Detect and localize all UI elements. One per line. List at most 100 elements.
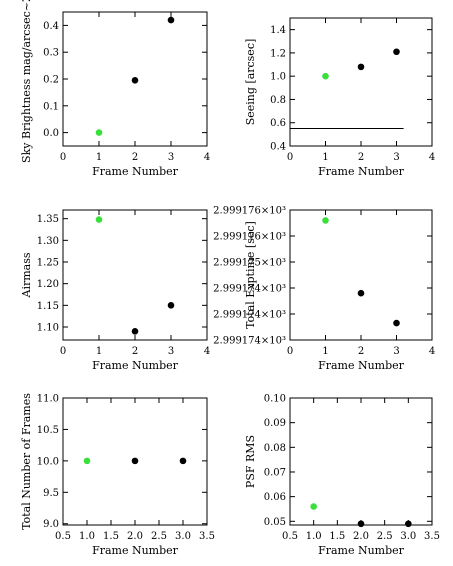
y-tick-label: 0.6 — [270, 118, 286, 129]
x-tick-label: 1.0 — [79, 531, 95, 542]
plot-frame — [289, 17, 433, 147]
data-point — [167, 302, 175, 309]
y-tick-label: 2.999174×10³ — [213, 336, 286, 347]
chart-panel-3: 0 1 2 3 4 1.10 1.15 1.20 1.25 1.30 1.35 Frame Numbe… — [20, 209, 210, 372]
y-tick-label: 1.4 — [270, 25, 286, 36]
y-tick-label: 1.0 — [270, 72, 286, 83]
y-tick-label: 0.09 — [264, 418, 286, 429]
y-tick-label: 0.3 — [43, 48, 59, 59]
x-axis-label: Frame Number — [318, 165, 405, 178]
y-tick-label: 2.999176×10³ — [213, 206, 286, 217]
y-axis-label: Seeing [arcsec] — [244, 39, 257, 126]
x-axis-label: Frame Number — [92, 165, 179, 178]
plot-frame — [289, 209, 433, 341]
x-tick-label: 4 — [429, 152, 435, 163]
y-tick-label: 11.0 — [37, 394, 59, 405]
x-tick-label: 1.0 — [306, 531, 322, 542]
x-axis-label: Frame Number — [318, 359, 405, 372]
data-point — [393, 319, 400, 327]
x-tick-label: 2.0 — [127, 531, 143, 542]
y-axis-label: Total Exptime [sec] — [244, 221, 257, 329]
x-tick-label: 1.5 — [103, 531, 119, 542]
y-tick-label: 10.5 — [37, 425, 59, 436]
x-axis-label: Frame Number — [92, 544, 179, 557]
data-point — [131, 328, 139, 335]
x-tick-label: 1.5 — [329, 531, 345, 542]
x-tick-label: 4 — [204, 152, 210, 163]
y-tick-label: 0.2 — [43, 75, 59, 86]
y-tick-label: 0.08 — [264, 443, 286, 454]
data-point — [357, 289, 365, 297]
x-tick-label: 2 — [132, 346, 138, 357]
x-tick-label: 0 — [287, 152, 293, 163]
x-tick-label: 1 — [96, 346, 102, 357]
y-tick-label: 2.999174×10³ — [213, 310, 286, 321]
data-point — [405, 520, 412, 528]
x-tick-label: 3 — [393, 152, 399, 163]
y-tick-label: 9.0 — [43, 519, 59, 530]
chart-panel-5: 0.5 1.0 1.5 2.0 2.5 3.0 3.5 9.0 9.5 10.0 10.5 11.0 F… — [20, 393, 215, 557]
x-tick-label: 0.5 — [282, 531, 298, 542]
x-tick-label: 1 — [322, 346, 328, 357]
y-axis-label: Total Number of Frames — [20, 393, 33, 530]
y-tick-label: 1.25 — [37, 258, 59, 269]
data-point — [95, 216, 103, 223]
x-tick-label: 3 — [168, 152, 174, 163]
y-tick-label: 0.07 — [264, 467, 286, 478]
y-tick-label: 0.8 — [270, 95, 286, 106]
y-tick-label: 2.999175×10³ — [213, 258, 286, 269]
x-tick-label: 0 — [287, 346, 293, 357]
x-tick-label: 2.0 — [353, 531, 369, 542]
x-tick-label: 2 — [358, 346, 364, 357]
y-tick-label: 1.30 — [37, 236, 59, 247]
x-axis-label: Frame Number — [318, 544, 405, 557]
data-point — [131, 457, 139, 465]
x-tick-label: 3.0 — [400, 531, 416, 542]
x-tick-label: 3.0 — [175, 531, 191, 542]
x-tick-label: 2 — [132, 152, 138, 163]
x-tick-label: 4 — [204, 346, 210, 357]
y-axis-label: Airmass — [20, 252, 33, 298]
x-tick-label: 1 — [96, 152, 102, 163]
data-point — [310, 503, 317, 510]
y-tick-label: 2.999174×10³ — [213, 284, 286, 295]
data-point — [322, 72, 329, 80]
y-tick-label: 1.15 — [37, 301, 59, 312]
y-tick-label: 0.4 — [43, 21, 59, 32]
x-tick-label: 2.5 — [377, 531, 393, 542]
y-tick-label: 0.4 — [270, 142, 286, 153]
y-tick-label: 0.05 — [264, 517, 286, 528]
x-tick-label: 3.5 — [199, 531, 215, 542]
data-point — [95, 129, 103, 136]
data-point — [322, 217, 329, 224]
chart-panel-1: 0 1 2 3 4 0.0 0.1 0.2 0.3 0.4 Frame Number Sky Brig… — [20, 0, 210, 178]
y-axis-label: Sky Brightness mag/arcsec~2 — [20, 0, 33, 163]
x-tick-label: 4 — [429, 346, 435, 357]
data-point — [131, 77, 139, 84]
x-tick-label: 2.5 — [151, 531, 167, 542]
y-tick-label: 1.2 — [270, 48, 286, 59]
x-tick-label: 0 — [60, 346, 66, 357]
x-tick-label: 0 — [60, 152, 66, 163]
x-tick-label: 2 — [358, 152, 364, 163]
y-tick-label: 0.10 — [264, 394, 286, 405]
y-tick-label: 0.06 — [264, 492, 286, 503]
x-tick-label: 3 — [393, 346, 399, 357]
y-tick-label: 1.20 — [37, 279, 59, 290]
x-tick-label: 3.5 — [424, 531, 440, 542]
x-tick-label: 1 — [322, 152, 328, 163]
x-tick-label: 0.5 — [55, 531, 71, 542]
y-tick-label: 9.5 — [43, 488, 59, 499]
y-tick-label: 1.35 — [37, 214, 59, 225]
y-tick-label: 1.10 — [37, 323, 59, 334]
y-tick-label: 0.0 — [43, 128, 59, 139]
y-axis-label: PSF RMS — [244, 435, 257, 488]
x-tick-label: 3 — [168, 346, 174, 357]
data-point — [357, 63, 365, 71]
y-tick-label: 10.0 — [37, 456, 59, 467]
data-point — [83, 457, 91, 465]
chart-panel-4: 0 1 2 3 4 2.999174×10³ 2.999174×10³ 2.999174×10… — [213, 206, 435, 373]
data-point — [167, 16, 175, 24]
chart-panel-6: 0.5 1.0 1.5 2.0 2.5 3.0 3.5 0.05 0.06 0.07 0.08 0.0… — [244, 394, 440, 558]
